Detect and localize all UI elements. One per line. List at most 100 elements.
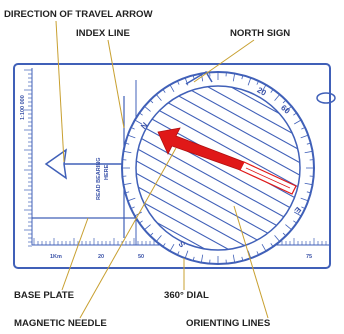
dial-tick	[282, 99, 287, 104]
orienting-line	[136, 137, 267, 250]
dial-tick	[169, 84, 175, 92]
orienting-line	[145, 86, 300, 211]
dial-tick	[270, 243, 274, 247]
dial-tick	[285, 224, 292, 231]
dial-tick	[123, 182, 132, 186]
label-direction-of-travel-arrow: DIRECTION OF TRAVEL ARROW	[4, 9, 153, 20]
dial-tick	[241, 75, 244, 80]
dial-tick	[192, 256, 195, 261]
dial-tick	[241, 256, 244, 261]
dial-tick	[127, 134, 136, 139]
dial-tick	[162, 243, 166, 247]
dial-tick	[155, 94, 162, 101]
dial-tick	[294, 211, 302, 217]
dial-tick	[282, 232, 287, 237]
dial-tick	[125, 142, 130, 145]
leader-north-sign	[193, 39, 255, 83]
dial-tick	[301, 127, 306, 130]
dial-tick	[256, 80, 259, 85]
leader-lines	[55, 20, 269, 319]
dial-tick	[125, 191, 130, 194]
dial-tick	[294, 119, 302, 125]
dial-tick	[127, 197, 136, 202]
dial-tick	[274, 235, 281, 242]
label-360-dial: 360° DIAL	[164, 290, 209, 301]
label-index-line: INDEX LINE	[76, 28, 130, 39]
bottom-ruler-number-20: 20	[98, 254, 104, 260]
dial-tick	[261, 244, 267, 252]
dial-tick	[293, 112, 297, 116]
orienting-line	[157, 86, 300, 205]
leader-magnetic-needle	[79, 147, 177, 319]
orienting-line	[136, 86, 300, 217]
read-bearing-here-text: HERE	[104, 164, 110, 180]
orienting-line	[136, 89, 300, 223]
label-orienting-lines: ORIENTING LINES	[186, 318, 271, 329]
dial-tick	[134, 119, 142, 125]
dial-tick	[149, 232, 154, 237]
dial-tick	[139, 220, 143, 224]
left-ruler-ticks	[24, 69, 32, 247]
base-plate	[13, 63, 331, 269]
dial-tick	[200, 254, 204, 263]
leader-index-line	[107, 39, 125, 129]
magnetic-needle	[157, 127, 297, 195]
read-bearing-text: READ BEARING	[96, 158, 102, 200]
dial-tick	[232, 73, 236, 82]
leader-orienting-lines	[233, 205, 269, 319]
dial-tick	[301, 206, 306, 209]
dial-tick	[139, 112, 143, 116]
dial-tick	[306, 191, 311, 194]
dial-tick	[155, 235, 162, 242]
needle-south-stripe	[245, 167, 291, 189]
dial-tick	[300, 197, 309, 202]
dial-number-n: N	[139, 121, 150, 131]
label-base-plate: BASE PLATE	[14, 290, 75, 301]
direction-of-travel-arrow	[44, 148, 67, 180]
dial-tick	[149, 99, 154, 104]
dial-tick	[184, 77, 189, 86]
dial-tick	[304, 182, 313, 186]
dial-tick	[177, 80, 180, 85]
dial-tick	[300, 134, 309, 139]
orienting-line	[136, 125, 291, 250]
dial-ticks	[122, 72, 314, 264]
dial-tick	[144, 224, 151, 231]
dial-tick	[256, 251, 259, 256]
dial-tick	[162, 89, 166, 93]
lanyard-hole	[316, 92, 336, 104]
dial-tick	[247, 77, 252, 86]
dial-tick	[169, 244, 175, 252]
dial-inner-ring	[135, 85, 301, 251]
label-north-sign: NORTH SIGN	[230, 28, 290, 39]
dial-number-s: S	[176, 239, 187, 249]
bottom-ruler-number-50: 50	[138, 254, 144, 260]
bottom-ruler-number-75: 75	[306, 254, 312, 260]
orienting-line	[136, 131, 279, 250]
dial-tick	[247, 250, 252, 259]
dial-tick	[293, 220, 297, 224]
orienting-line	[136, 113, 300, 247]
dial-tick	[261, 84, 267, 92]
leader-direction-arrow	[55, 20, 65, 163]
dial-number-e: E	[292, 205, 303, 215]
north-sign	[185, 70, 213, 85]
leader-base-plate	[61, 217, 89, 291]
dial-tick	[123, 150, 132, 154]
dial-tick	[285, 105, 292, 112]
dial-tick	[270, 89, 274, 93]
dial-tick	[306, 142, 311, 145]
dial-tick	[184, 250, 189, 259]
orienting-line	[169, 86, 300, 199]
label-magnetic-needle: MAGNETIC NEEDLE	[14, 318, 107, 329]
left-ruler-scale: 1:100 000	[20, 95, 26, 120]
dial-tick	[274, 94, 281, 101]
dial-tick	[130, 127, 135, 130]
dial-tick	[232, 254, 236, 263]
orienting-lines	[136, 86, 300, 250]
orienting-line	[136, 119, 300, 250]
bottom-ruler-scale: 1Km	[50, 254, 62, 260]
dial-tick	[177, 251, 180, 256]
dial-tick	[130, 206, 135, 209]
